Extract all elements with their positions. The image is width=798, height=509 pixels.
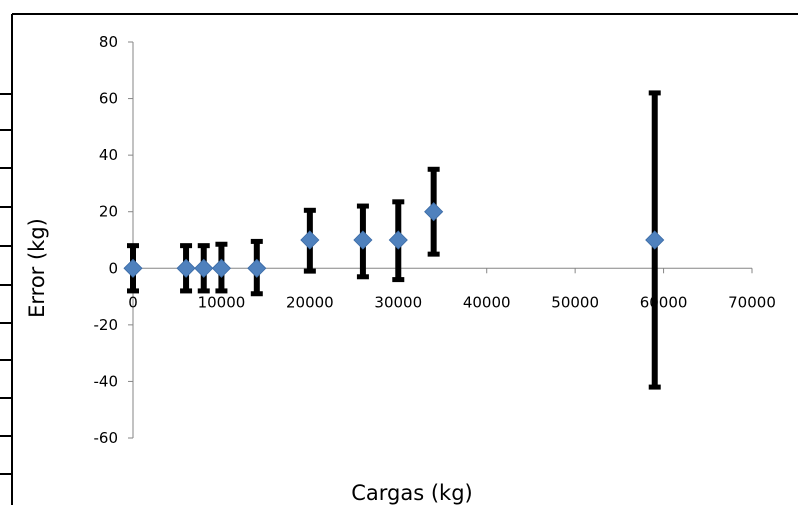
y-tick-label: -20 xyxy=(94,316,119,334)
x-tick-label: 20000 xyxy=(286,293,334,311)
y-tick-label: 20 xyxy=(99,203,118,221)
y-tick-label: -40 xyxy=(94,372,119,390)
data-point-marker xyxy=(211,258,231,278)
chart-frame xyxy=(0,13,798,505)
data-point-marker xyxy=(424,202,444,222)
data-point-marker xyxy=(176,258,196,278)
x-tick-label: 30000 xyxy=(374,293,422,311)
x-tick-label: 0 xyxy=(128,293,138,311)
y-axis-title: Error (kg) xyxy=(25,218,49,318)
data-point-marker xyxy=(300,230,320,250)
y-tick-label: 60 xyxy=(99,90,118,108)
y-tick-label: 40 xyxy=(99,146,118,164)
data-point-marker xyxy=(388,230,408,250)
y-axis: -60 -40 -20 0 20 40 60 80 xyxy=(94,33,134,447)
data-points xyxy=(123,202,665,278)
data-point-marker xyxy=(645,230,665,250)
x-tick-label: 10000 xyxy=(198,293,246,311)
data-point-marker xyxy=(353,230,373,250)
x-axis-title: Cargas (kg) xyxy=(351,481,473,505)
x-tick-label: 60000 xyxy=(640,293,688,311)
data-point-marker xyxy=(247,258,267,278)
y-tick-label: -60 xyxy=(94,429,119,447)
x-tick-label: 70000 xyxy=(728,293,776,311)
x-tick-label: 40000 xyxy=(463,293,511,311)
data-point-marker xyxy=(123,258,143,278)
data-point-marker xyxy=(194,258,214,278)
y-tick-label: 0 xyxy=(108,259,118,277)
x-tick-label: 50000 xyxy=(551,293,599,311)
y-tick-label: 80 xyxy=(99,33,118,51)
x-axis: 0 10000 20000 30000 40000 50000 60000 70000 xyxy=(128,267,776,311)
